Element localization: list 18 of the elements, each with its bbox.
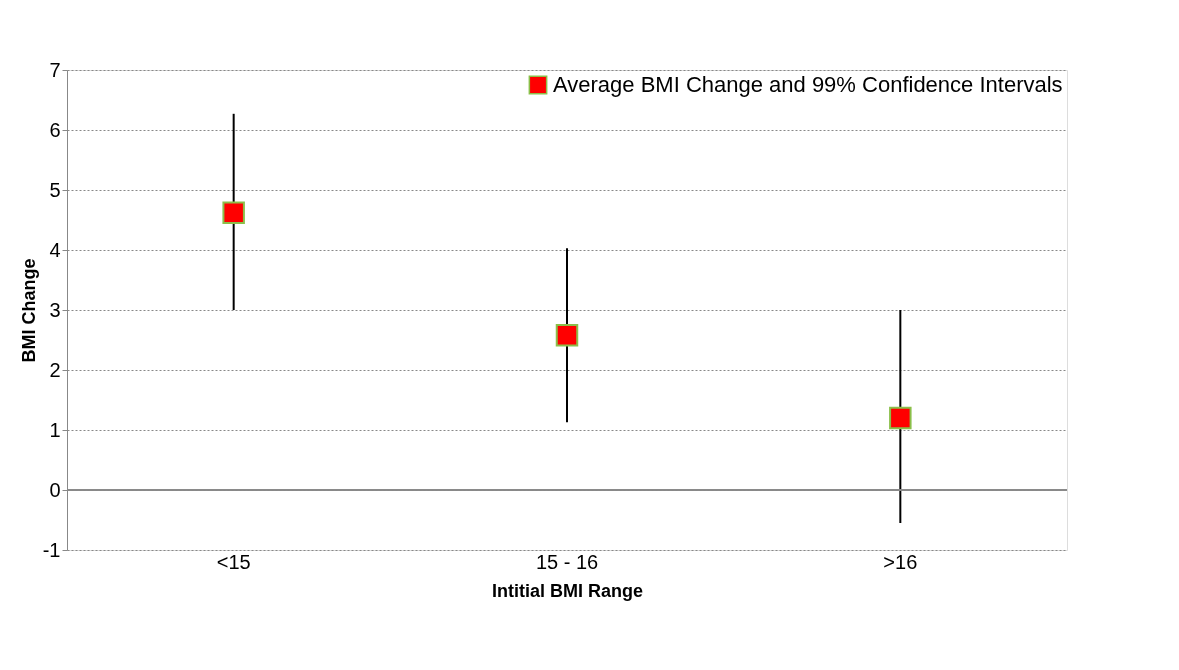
legend-label: Average BMI Change and 99% Confidence Intervals <box>553 72 1063 97</box>
x-axis-title: Intitial BMI Range <box>491 580 644 601</box>
y-tick-label: 2 <box>49 358 61 381</box>
point <box>555 323 579 347</box>
x-tick-label: <15 <box>216 550 251 573</box>
y-tick-label: 5 <box>49 178 61 201</box>
y-tick-label: 0 <box>49 478 61 501</box>
y-tick-label: 6 <box>49 118 61 141</box>
x-tick-label: 15 - 16 <box>535 550 599 573</box>
y-tick-label: 7 <box>49 58 61 81</box>
y-tick-label: 4 <box>49 238 61 261</box>
y-tick-label: -1 <box>42 538 61 561</box>
y-tick-label: 1 <box>49 418 61 441</box>
point <box>889 406 912 430</box>
x-tick-label: >16 <box>883 550 918 573</box>
y-tick-label: 3 <box>49 298 61 321</box>
point <box>222 201 245 225</box>
y-axis-title: BMI Change <box>18 258 39 363</box>
